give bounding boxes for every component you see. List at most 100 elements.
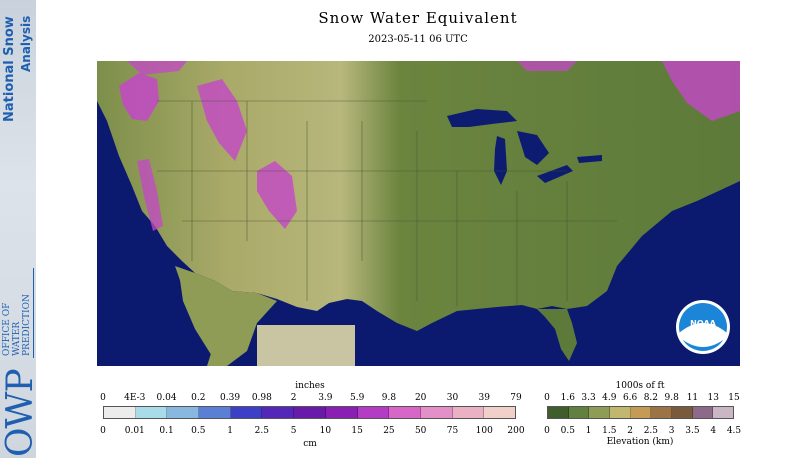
swe-unit-inches: inches — [295, 381, 325, 391]
swe-swatch — [104, 407, 136, 418]
elevation-top-tick-label: 11 — [686, 393, 699, 403]
swe-swatch — [230, 407, 263, 418]
elevation-bottom-tick-label: 2.5 — [643, 426, 659, 436]
lake-superior — [447, 109, 517, 127]
snow-rockies-central — [257, 161, 297, 229]
swe-bottom-tick-label: 200 — [507, 426, 525, 436]
elevation-swatch — [713, 407, 734, 418]
elevation-bottom-tick-label: 3.5 — [685, 426, 700, 436]
snow-map: NOAA — [97, 61, 740, 366]
owp-logo: OWP — [0, 369, 36, 457]
lake-erie — [537, 165, 573, 183]
noaa-logo: NOAA — [676, 300, 730, 354]
swe-top-tick-label: 0.39 — [220, 393, 241, 403]
elevation-bottom-tick-label: 0 — [544, 426, 550, 436]
land-north-america — [97, 61, 740, 331]
elevation-bottom-tick-label: 4 — [710, 426, 717, 436]
elevation-swatch — [651, 407, 673, 418]
swe-bottom-tick-label: 0.1 — [159, 426, 174, 436]
mexico-mask — [257, 325, 355, 366]
swe-swatch — [484, 407, 515, 418]
swe-top-tick-label: 4E-3 — [124, 393, 146, 403]
swe-bottom-tick-label: 0.5 — [191, 426, 206, 436]
elevation-swatch — [672, 407, 693, 418]
elevation-top-tick-label: 6.6 — [622, 393, 638, 403]
swe-top-tick-label: 39 — [478, 393, 490, 403]
org-name-line2: WATER — [12, 321, 22, 356]
land-mexico — [175, 266, 277, 366]
swe-swatch — [262, 407, 295, 418]
map-title: Snow Water Equivalent — [318, 9, 518, 27]
swe-bottom-tick-label: 10 — [319, 426, 332, 436]
swe-swatch — [357, 407, 390, 418]
swe-top-tick-label: 0.98 — [251, 393, 272, 403]
elevation-swatch — [589, 407, 611, 418]
product-name-line1: National Snow — [2, 16, 17, 122]
noaa-logo-text: NOAA — [690, 319, 716, 328]
swe-top-tick-label: 2 — [290, 393, 297, 403]
map-timestamp: 2023-05-11 06 UTC — [368, 34, 468, 45]
elevation-swatch — [610, 407, 631, 418]
swe-swatch — [167, 407, 200, 418]
elevation-top-tick-label: 15 — [728, 393, 740, 403]
swe-swatch — [199, 407, 231, 418]
swe-swatch — [420, 407, 453, 418]
swe-bottom-tick-label: 75 — [446, 426, 459, 436]
swe-top-tick-label: 0.04 — [156, 393, 177, 403]
swe-bottom-tick-label: 0.01 — [124, 426, 145, 436]
swe-swatch — [389, 407, 421, 418]
elevation-top-tick-label: 1.6 — [560, 393, 575, 403]
elevation-bottom-tick-label: 1.5 — [602, 426, 617, 436]
lake-michigan — [494, 136, 507, 185]
elevation-top-tick-label: 13 — [707, 393, 719, 403]
swe-top-tick-label: 0.2 — [191, 393, 206, 403]
swe-bottom-tick-label: 0 — [100, 426, 106, 436]
swe-top-tick-label: 3.9 — [318, 393, 333, 403]
snow-canada-north — [127, 61, 187, 75]
swe-bottom-tick-label: 25 — [383, 426, 395, 436]
swe-top-tick-label: 5.9 — [349, 393, 365, 403]
snow-sierra — [137, 159, 163, 231]
org-divider — [33, 268, 34, 358]
swe-swatch — [452, 407, 485, 418]
swe-bottom-tick-label: 100 — [475, 426, 493, 436]
swe-color-bar — [103, 406, 516, 419]
snow-rockies-north — [197, 79, 247, 161]
elevation-top-tick-label: 0 — [544, 393, 550, 403]
swe-top-tick-label: 20 — [414, 393, 427, 403]
elevation-unit-ft: 1000s of ft — [615, 381, 665, 391]
elevation-top-tick-label: 4.9 — [602, 393, 617, 403]
elevation-swatch — [630, 407, 652, 418]
org-name-line3: PREDICTION — [22, 294, 32, 356]
swe-top-tick-label: 0 — [100, 393, 106, 403]
state-borders — [157, 100, 617, 306]
elevation-swatch — [692, 407, 714, 418]
snow-quebec — [662, 61, 740, 121]
elevation-bottom-tick-label: 3 — [668, 426, 675, 436]
snow-labrador — [517, 61, 577, 71]
elevation-bottom-tick-label: 2 — [627, 426, 633, 436]
swe-unit-cm: cm — [303, 439, 317, 449]
elevation-swatch — [548, 407, 569, 418]
elevation-unit-km: Elevation (km) — [606, 437, 674, 447]
elevation-swatch — [568, 407, 590, 418]
swe-bottom-tick-label: 2.5 — [254, 426, 270, 436]
swe-top-tick-label: 9.8 — [381, 393, 397, 403]
swe-bottom-tick-label: 15 — [351, 426, 363, 436]
elevation-top-tick-label: 8.2 — [643, 393, 659, 403]
swe-top-tick-label: 30 — [446, 393, 459, 403]
org-name-line1: OFFICE OF — [2, 302, 12, 356]
land-baja — [179, 273, 225, 361]
swe-bottom-tick-label: 5 — [290, 426, 297, 436]
elevation-bottom-tick-label: 1 — [585, 426, 592, 436]
land-florida — [537, 309, 577, 361]
swe-swatch — [294, 407, 326, 418]
elevation-bottom-tick-label: 0.5 — [560, 426, 575, 436]
swe-bottom-tick-label: 1 — [227, 426, 233, 436]
elevation-top-tick-label: 9.8 — [664, 393, 679, 403]
lake-ontario — [577, 155, 602, 163]
swe-swatch — [325, 407, 358, 418]
snow-cascades — [119, 73, 159, 121]
swe-top-tick-label: 79 — [510, 393, 522, 403]
elevation-bottom-tick-label: 4.5 — [726, 426, 742, 436]
